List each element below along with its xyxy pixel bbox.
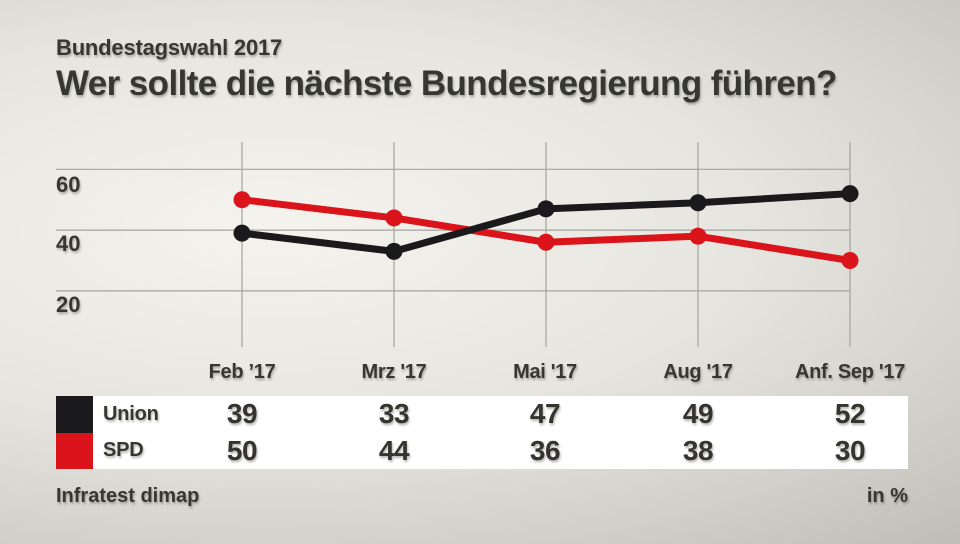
data-point-union bbox=[689, 194, 707, 212]
table-cell: 52 bbox=[834, 398, 866, 430]
unit-label: in % bbox=[866, 485, 908, 507]
x-axis-label: Aug '17 bbox=[663, 361, 733, 383]
series-label: Union bbox=[103, 402, 159, 425]
table-row-union: Union 39 33 47 49 52 bbox=[56, 396, 908, 433]
data-point-union bbox=[385, 242, 403, 260]
x-axis-label: Mai '17 bbox=[513, 361, 577, 383]
table-cell: 49 bbox=[682, 398, 714, 430]
table-cell: 36 bbox=[529, 434, 561, 466]
union-color-swatch bbox=[56, 396, 93, 433]
data-point-spd bbox=[689, 227, 707, 245]
series-label: SPD bbox=[103, 439, 144, 462]
data-point-union bbox=[537, 200, 555, 218]
page-title: Wer sollte die nächste Bundesregierung f… bbox=[56, 64, 837, 103]
data-point-union bbox=[841, 185, 859, 203]
data-point-spd bbox=[385, 209, 403, 227]
data-point-union bbox=[233, 224, 251, 242]
table-row-spd: SPD 50 44 36 38 30 bbox=[56, 432, 908, 469]
legend-table: Union 39 33 47 49 52 SPD 50 44 36 38 30 bbox=[56, 396, 908, 469]
y-axis-tick: 20 bbox=[56, 292, 81, 317]
table-cell: 44 bbox=[378, 434, 410, 466]
data-point-spd bbox=[537, 233, 555, 251]
kicker: Bundestagswahl 2017 bbox=[56, 35, 283, 60]
x-axis-label: Anf. Sep '17 bbox=[794, 361, 906, 383]
source-label: Infratest dimap bbox=[56, 485, 200, 507]
x-axis-label: Mrz '17 bbox=[361, 361, 427, 383]
spd-color-swatch bbox=[56, 432, 93, 469]
x-axis-label: Feb ’17 bbox=[208, 361, 276, 383]
data-point-spd bbox=[233, 191, 251, 209]
table-cell: 47 bbox=[529, 398, 561, 430]
table-cell: 33 bbox=[378, 398, 410, 430]
table-cell: 50 bbox=[226, 434, 258, 466]
data-point-spd bbox=[841, 252, 859, 269]
table-cell: 39 bbox=[226, 398, 258, 430]
y-axis-tick: 60 bbox=[56, 172, 81, 197]
table-cell: 38 bbox=[682, 434, 714, 466]
y-axis-tick: 40 bbox=[56, 231, 81, 256]
table-cell: 30 bbox=[834, 434, 866, 466]
